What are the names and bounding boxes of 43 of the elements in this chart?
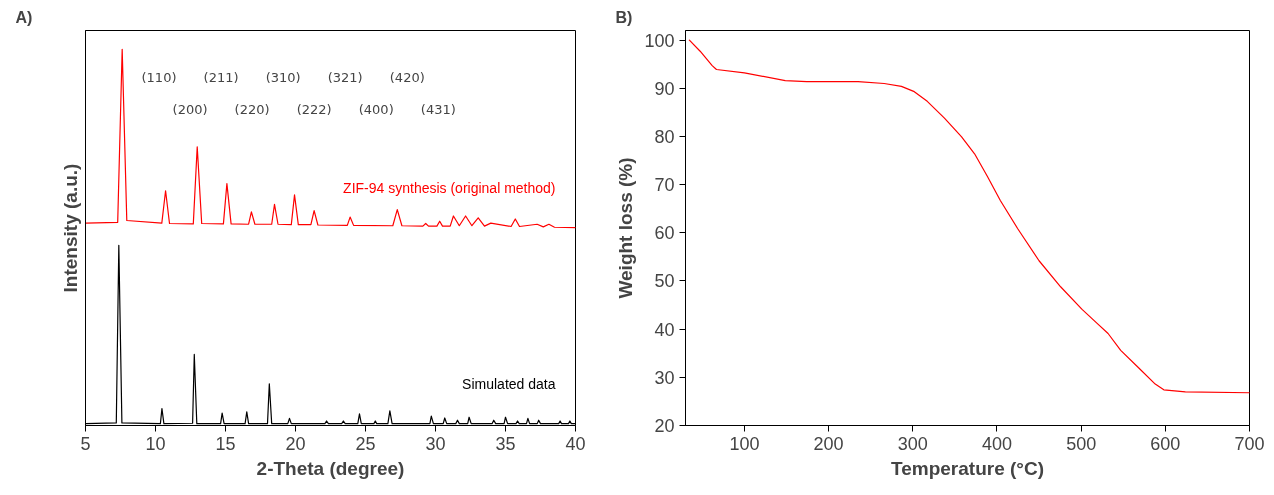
y-axis-title: Intensity (a.u.): [59, 163, 81, 293]
annotation: (220): [234, 102, 270, 117]
annotation: (400): [358, 102, 394, 117]
x-tick-label: 500: [1066, 433, 1097, 454]
line-series: [688, 39, 1250, 394]
x-tick-label: 30: [425, 433, 446, 454]
chart-title: B): [615, 8, 633, 26]
x-tick-label: 100: [729, 433, 760, 454]
annotation: (222): [296, 102, 332, 117]
y-tick-label: 90: [654, 78, 675, 99]
series-label: Simulated data: [462, 375, 556, 392]
annotation: (310): [265, 70, 301, 86]
y-tick-label: 30: [654, 367, 675, 388]
x-tick-label: 35: [495, 433, 516, 454]
y-axis-title: Weight loss (%): [615, 157, 637, 299]
x-tick-label: 700: [1234, 433, 1265, 454]
chart-title: A): [15, 8, 33, 26]
y-tick-label: 70: [654, 175, 675, 196]
y-tick-label: 80: [654, 126, 675, 147]
x-tick-label: 25: [355, 433, 376, 454]
x-tick-label: 200: [813, 433, 844, 454]
annotation: (420): [389, 70, 425, 86]
y-tick-label: 100: [644, 30, 675, 51]
y-tick-label: 40: [654, 319, 675, 340]
x-axis-title: 2-Theta (degree): [256, 457, 405, 479]
annotation: (110): [141, 70, 177, 86]
y-tick-label: 60: [654, 223, 675, 244]
annotation: (431): [420, 102, 456, 117]
x-tick-label: 15: [215, 433, 236, 454]
annotation: (200): [172, 102, 208, 117]
x-tick-label: 400: [981, 433, 1012, 454]
x-tick-label: 40: [565, 433, 586, 454]
x-tick-label: 5: [80, 433, 91, 454]
x-tick-label: 300: [897, 433, 928, 454]
y-tick-label: 20: [654, 416, 675, 436]
annotation: (211): [203, 70, 239, 86]
y-tick-label: 50: [654, 271, 675, 292]
series-label: ZIF-94 synthesis (original method): [343, 179, 556, 196]
x-tick-label: 20: [285, 433, 306, 454]
x-tick-label: 600: [1150, 433, 1181, 454]
x-tick-label: 10: [145, 433, 166, 454]
x-axis-title: Temperature (°C): [891, 457, 1044, 479]
annotation: (321): [327, 70, 363, 86]
